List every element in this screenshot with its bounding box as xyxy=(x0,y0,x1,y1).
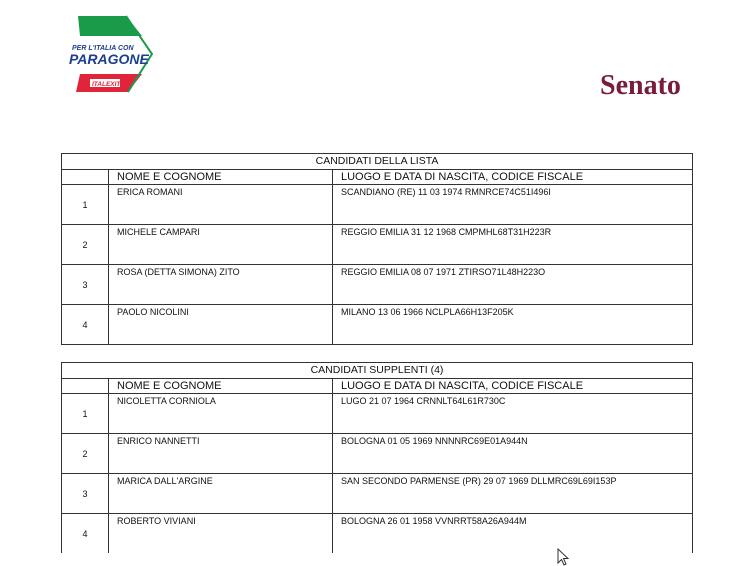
svg-text:PARAGONE: PARAGONE xyxy=(69,51,150,67)
col-header-name: NOME E COGNOME xyxy=(108,169,333,185)
candidate-info: REGGIO EMILIA 08 07 1971 ZTIRSO71L48H223… xyxy=(332,264,693,305)
candidate-info: SAN SECONDO PARMENSE (PR) 29 07 1969 DLL… xyxy=(332,473,693,514)
candidate-name: ENRICO NANNETTI xyxy=(108,433,333,474)
candidate-name: MICHELE CAMPARI xyxy=(108,224,333,265)
mouse-cursor-icon xyxy=(557,548,570,566)
table-title: CANDIDATI SUPPLENTI (4) xyxy=(61,362,693,379)
table-row: 1 NICOLETTA CORNIOLA LUGO 21 07 1964 CRNNL… xyxy=(61,393,693,434)
candidati-lista-table: CANDIDATI DELLA LISTA NOME E COGNOME LUOG… xyxy=(61,153,693,345)
candidate-info: REGGIO EMILIA 31 12 1968 CMPMHL68T31H223… xyxy=(332,224,693,265)
row-number: 3 xyxy=(61,264,109,305)
svg-text:PER L'ITALIA CON: PER L'ITALIA CON xyxy=(72,45,134,52)
table-row: 3 ROSA (DETTA SIMONA) ZITO REGGIO EMILIA 0… xyxy=(61,264,693,305)
row-number: 2 xyxy=(61,224,109,265)
row-number: 3 xyxy=(61,473,109,514)
page-title: Senato xyxy=(600,70,681,101)
col-header-info: LUOGO E DATA DI NASCITA, CODICE FISCALE xyxy=(332,378,693,394)
row-number: 1 xyxy=(61,393,109,434)
candidate-name: ERICA ROMANI xyxy=(108,184,333,225)
row-number: 2 xyxy=(61,433,109,474)
table-row: 4 ROBERTO VIVIANI BOLOGNA 26 01 1958 VVNRR… xyxy=(61,513,693,553)
candidate-name: ROSA (DETTA SIMONA) ZITO xyxy=(108,264,333,305)
table-row: 1 ERICA ROMANI SCANDIANO (RE) 11 03 1974 R… xyxy=(61,184,693,225)
svg-text:ITALEXIT: ITALEXIT xyxy=(92,81,121,88)
table-row: 3 MARICA DALL'ARGINE SAN SECONDO PARMENSE … xyxy=(61,473,693,514)
candidate-name: ROBERTO VIVIANI xyxy=(108,513,333,553)
table-row: 2 MICHELE CAMPARI REGGIO EMILIA 31 12 1968… xyxy=(61,224,693,265)
candidate-info: BOLOGNA 01 05 1969 NNNNRC69E01A944N xyxy=(332,433,693,474)
table-row: 2 ENRICO NANNETTI BOLOGNA 01 05 1969 NNNNR… xyxy=(61,433,693,474)
candidate-info: MILANO 13 06 1966 NCLPLA66H13F205K xyxy=(332,304,693,345)
candidate-name: PAOLO NICOLINI xyxy=(108,304,333,345)
candidate-name: NICOLETTA CORNIOLA xyxy=(108,393,333,434)
table-title: CANDIDATI DELLA LISTA xyxy=(61,153,693,170)
candidate-info: SCANDIANO (RE) 11 03 1974 RMNRCE74C51I49… xyxy=(332,184,693,225)
candidate-info: BOLOGNA 26 01 1958 VVNRRT58A26A944M xyxy=(332,513,693,553)
candidate-info: LUGO 21 07 1964 CRNNLT64L61R730C xyxy=(332,393,693,434)
row-number: 4 xyxy=(61,513,109,553)
row-number: 1 xyxy=(61,184,109,225)
candidati-supplenti-table: CANDIDATI SUPPLENTI (4) NOME E COGNOME LU… xyxy=(61,362,693,553)
col-header-name: NOME E COGNOME xyxy=(108,378,333,394)
table-row: 4 PAOLO NICOLINI MILANO 13 06 1966 NCLPLA6… xyxy=(61,304,693,345)
row-number: 4 xyxy=(61,304,109,345)
italexit-paragone-logo: PER L'ITALIA CON PARAGONE ITALEXIT xyxy=(69,15,154,93)
col-header-info: LUOGO E DATA DI NASCITA, CODICE FISCALE xyxy=(332,169,693,185)
candidate-name: MARICA DALL'ARGINE xyxy=(108,473,333,514)
